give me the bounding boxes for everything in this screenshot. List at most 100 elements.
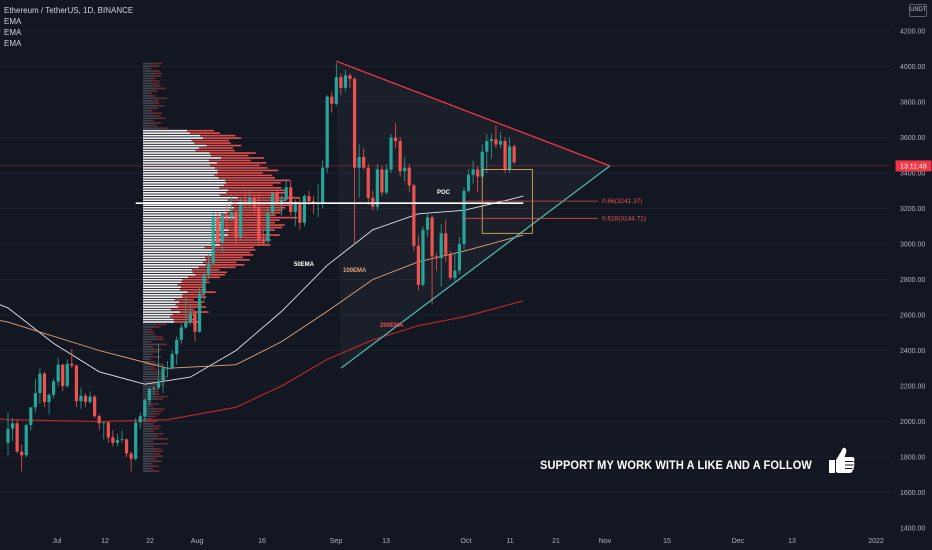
volume-bar-sell <box>157 437 169 440</box>
volume-bar-buy <box>143 298 175 301</box>
time-axis[interactable]: Jul 12 22 Aug 16 Sep 13 Oct 11 21 Nov 15 Dec 13 2022 <box>53 538 884 545</box>
volume-bar-sell <box>152 82 160 85</box>
triangle-shading <box>336 61 610 369</box>
ema100-label: 100EMA <box>343 268 367 274</box>
volume-bar-buy <box>143 283 178 286</box>
candle-body <box>61 364 65 386</box>
candle-body <box>102 422 106 424</box>
candle-body <box>444 233 448 255</box>
volume-bar-buy <box>143 380 152 383</box>
volume-bar-sell <box>147 358 152 361</box>
volume-bar-buy <box>143 154 211 157</box>
candle-body <box>211 217 215 264</box>
volume-bar-buy <box>143 338 156 341</box>
volume-bar-buy <box>143 216 236 219</box>
volume-bar-sell <box>216 162 267 164</box>
candle-body <box>435 256 439 259</box>
candle-body <box>462 190 466 244</box>
price-axis[interactable]: 4200.00 4000.00 3800.00 3600.00 3400.00 3200.… <box>895 29 932 533</box>
candle-body <box>166 368 170 370</box>
volume-bar-buy <box>143 326 155 328</box>
volume-bar-buy <box>143 184 224 187</box>
resistance-trendline <box>336 60 611 167</box>
volume-bar-sell <box>157 117 166 120</box>
volume-bar-sell <box>150 333 156 336</box>
volume-bar-buy <box>143 430 151 433</box>
volume-bar-sell <box>209 152 256 154</box>
indicator-ema-1[interactable]: EMA <box>4 17 22 26</box>
volume-bar-buy <box>143 82 153 85</box>
volume-bar-sell <box>148 467 154 470</box>
candle-body <box>143 400 147 417</box>
time-tick-label: 15 <box>663 538 671 545</box>
indicator-ema-2[interactable]: EMA <box>4 28 22 37</box>
volume-bar-buy <box>143 442 160 445</box>
candle-body <box>416 245 420 285</box>
candle-body <box>184 322 188 328</box>
volume-bar-buy <box>143 467 149 470</box>
poc-label: POC <box>437 190 451 196</box>
volume-bar-buy <box>143 271 193 274</box>
volume-bar-sell <box>182 293 205 296</box>
volume-bar-sell <box>150 430 155 433</box>
chart-legend: Ethereum / TetherUS, 1D, BINANCE EMA EMA… <box>4 5 133 49</box>
candle-body <box>197 293 202 332</box>
currency-button[interactable]: USDT <box>909 4 927 17</box>
candle-body <box>375 169 379 207</box>
volume-bar-buy <box>143 246 205 249</box>
volume-bar-sell <box>203 261 237 264</box>
volume-bar-sell <box>228 229 275 231</box>
price-tick-label: 3400.00 <box>900 171 925 178</box>
drawings[interactable] <box>0 60 890 369</box>
candle-body <box>421 229 425 285</box>
price-tick-label: 1400.00 <box>900 526 925 533</box>
promo-text: SUPPORT MY WORK WITH A LIKE AND A FOLLOW <box>540 458 812 472</box>
volume-bar-buy <box>143 433 155 435</box>
volume-bar-sell <box>174 298 194 301</box>
volume-bar-sell <box>223 184 273 187</box>
volume-bar-sell <box>210 154 249 157</box>
volume-bar-sell <box>187 129 215 132</box>
candle-body <box>188 313 192 323</box>
volume-bar-buy <box>143 112 155 115</box>
ema50-line <box>0 195 524 385</box>
volume-bar-buy <box>143 440 150 443</box>
volume-bar-buy <box>143 269 192 271</box>
volume-bar-buy <box>143 259 207 261</box>
candle-body <box>193 313 197 332</box>
volume-bar-buy <box>143 219 219 221</box>
volume-bar-sell <box>151 65 160 67</box>
volume-bar-sell <box>205 264 245 266</box>
volume-bar-sell <box>155 338 164 341</box>
volume-bar-buy <box>143 445 150 448</box>
volume-bar-buy <box>143 313 173 316</box>
volume-bar-buy <box>143 236 217 239</box>
candle-body <box>476 169 480 177</box>
candle-body <box>138 416 142 423</box>
volume-bar-buy <box>143 308 171 311</box>
volume-bar-sell <box>151 368 157 371</box>
volume-bar-buy <box>143 199 228 202</box>
volume-bar-sell <box>149 331 155 333</box>
candle-body <box>115 440 120 443</box>
volume-bar-buy <box>143 323 157 326</box>
volume-bar-sell <box>154 348 162 351</box>
thumbs-up-icon <box>829 447 855 473</box>
candle-body <box>503 141 507 170</box>
volume-bar-sell <box>152 393 159 395</box>
volume-bar-buy <box>143 95 151 97</box>
candles[interactable] <box>6 62 516 472</box>
volume-bar-buy <box>143 465 153 467</box>
volume-profile <box>143 62 300 472</box>
price-tick-label: 2200.00 <box>900 384 925 391</box>
volume-bar-sell <box>151 420 158 423</box>
candle-body <box>207 263 211 276</box>
volume-bar-buy <box>143 303 176 306</box>
symbol-title[interactable]: Ethereum / TetherUS, 1D, BINANCE <box>4 6 134 15</box>
volume-bar-buy <box>143 418 150 420</box>
volume-bar-sell <box>219 187 282 189</box>
volume-bar-sell <box>203 137 242 139</box>
volume-bar-buy <box>143 139 192 142</box>
indicator-ema-3[interactable]: EMA <box>4 39 22 48</box>
